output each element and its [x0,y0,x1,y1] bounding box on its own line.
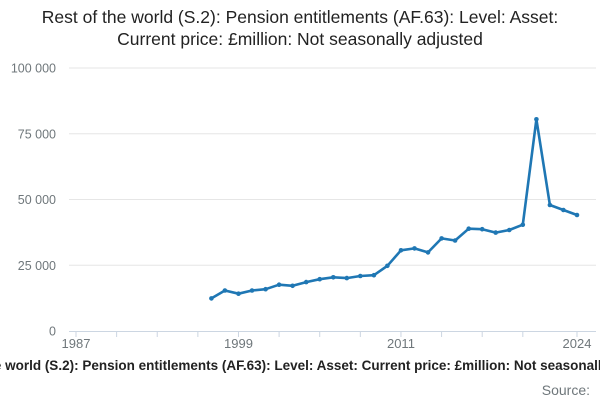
source-caption: Source: [0,382,590,398]
series-label: Rest of the world (S.2): Pension entitle… [0,358,600,373]
data-point [452,238,458,243]
y-axis-label: 50 000 [18,193,56,207]
data-point [290,283,295,289]
data-point [466,226,472,231]
data-point [263,286,268,292]
series-footer: Rest of the world (S.2): Pension entitle… [0,358,600,378]
y-axis-label: 0 [49,325,56,339]
data-point [398,248,404,253]
data-point [493,230,499,235]
data-point [331,275,336,280]
source-label: Source: [541,382,590,398]
data-point [479,226,485,232]
data-point [534,117,539,122]
y-axis-label: 100 000 [11,62,56,76]
data-point [371,272,377,278]
data-point [561,207,566,213]
data-point [344,275,350,281]
x-axis-label: 1999 [224,336,253,351]
data-point [303,279,309,285]
y-axis-label: 75 000 [18,127,56,141]
data-point [507,227,512,233]
data-point [574,212,580,218]
data-point [249,288,255,293]
data-point [317,276,323,282]
data-point [439,236,444,241]
data-point [425,250,431,255]
data-point [412,246,417,251]
y-axis-label: 25 000 [18,259,56,273]
x-axis-label: 1987 [62,336,91,351]
x-axis-label: 2011 [387,336,415,351]
data-point [520,222,526,227]
data-point [547,202,553,208]
data-point [276,282,282,288]
data-line [210,118,579,300]
data-point [385,263,390,269]
data-point [222,288,228,293]
data-point [358,273,363,279]
data-point [236,291,241,297]
x-axis-label: 2024 [563,336,592,351]
data-point [209,296,214,301]
chart-title: Rest of the world (S.2): Pension entitle… [41,7,559,49]
